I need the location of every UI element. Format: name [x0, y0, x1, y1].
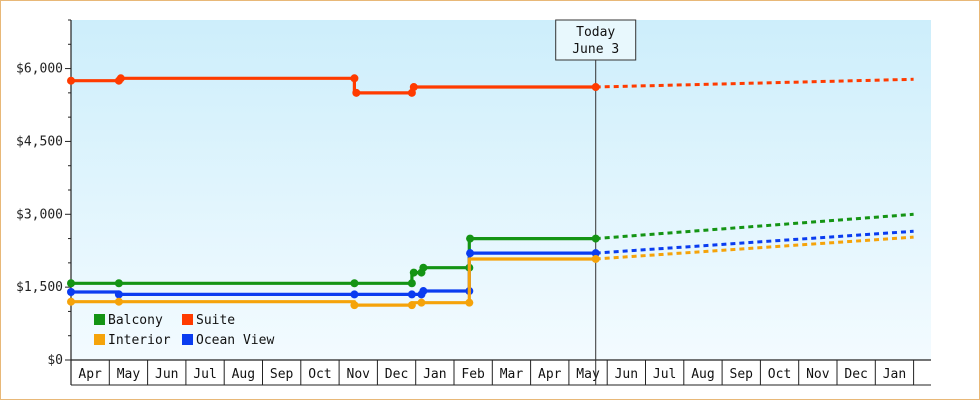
- month-label: Feb: [461, 367, 485, 382]
- data-point-balcony[interactable]: [350, 279, 359, 288]
- series-forecast-suite: [595, 77, 914, 89]
- data-point-suite[interactable]: [352, 88, 361, 97]
- month-label: Oct: [768, 367, 791, 382]
- series-forecast-interior: [595, 235, 914, 261]
- month-label: Jun: [615, 367, 638, 382]
- series-forecast-balcony: [595, 212, 914, 241]
- today-date: June 3: [572, 42, 619, 57]
- y-tick-label: $4,500: [16, 134, 63, 149]
- data-point-interior[interactable]: [114, 297, 123, 306]
- data-point-suite[interactable]: [591, 83, 600, 92]
- data-point-balcony[interactable]: [407, 279, 416, 288]
- data-point-interior[interactable]: [67, 297, 75, 306]
- data-point-balcony[interactable]: [466, 234, 475, 243]
- month-label: Sep: [270, 367, 294, 382]
- plot-area: [71, 20, 931, 360]
- data-point-interior[interactable]: [591, 254, 600, 263]
- month-label: Jun: [155, 367, 178, 382]
- month-label: Aug: [691, 367, 714, 382]
- month-label: Jul: [193, 367, 216, 382]
- month-label: Sep: [730, 367, 754, 382]
- legend-swatch-balcony: [94, 314, 105, 325]
- data-point-balcony[interactable]: [67, 279, 75, 288]
- month-label: Mar: [500, 367, 524, 382]
- data-point-ocean-view[interactable]: [419, 287, 428, 296]
- y-tick-label: $3,000: [16, 207, 63, 222]
- legend-label-balcony: Balcony: [108, 313, 163, 328]
- today-label: Today: [576, 25, 615, 40]
- data-point-interior[interactable]: [417, 298, 426, 307]
- data-point-interior[interactable]: [465, 298, 474, 307]
- month-label: Dec: [844, 367, 867, 382]
- y-tick-label: $0: [47, 353, 63, 368]
- data-point-balcony[interactable]: [114, 279, 123, 288]
- legend-swatch-suite: [182, 314, 193, 325]
- series-forecast-ocean-view: [595, 229, 914, 255]
- data-point-suite[interactable]: [409, 83, 418, 92]
- month-label: Jul: [653, 367, 676, 382]
- month-label: Nov: [806, 367, 830, 382]
- data-point-ocean-view[interactable]: [114, 290, 123, 299]
- data-point-interior[interactable]: [407, 301, 416, 310]
- legend-label-ocean-view: Ocean View: [196, 333, 274, 348]
- month-label: Jan: [883, 367, 906, 382]
- month-label: Apr: [78, 367, 102, 382]
- month-label: Apr: [538, 367, 562, 382]
- legend-swatch-interior: [94, 334, 105, 345]
- month-label: Oct: [308, 367, 331, 382]
- today-box: [555, 19, 637, 61]
- data-point-ocean-view[interactable]: [407, 290, 416, 299]
- legend-label-interior: Interior: [108, 333, 171, 348]
- month-label: May: [576, 367, 600, 382]
- data-point-suite[interactable]: [116, 74, 125, 83]
- y-tick-label: $6,000: [16, 62, 63, 77]
- month-label: May: [117, 367, 141, 382]
- month-label: Dec: [385, 367, 408, 382]
- month-label: Nov: [347, 367, 371, 382]
- legend-label-suite: Suite: [196, 313, 235, 328]
- month-label: Jan: [423, 367, 446, 382]
- data-point-suite[interactable]: [67, 76, 75, 85]
- data-point-ocean-view[interactable]: [350, 290, 359, 299]
- data-point-interior[interactable]: [350, 301, 359, 310]
- data-point-ocean-view[interactable]: [67, 288, 75, 296]
- data-point-ocean-view[interactable]: [591, 249, 600, 258]
- month-label: Aug: [232, 367, 255, 382]
- legend-swatch-ocean-view: [182, 334, 193, 345]
- data-point-balcony[interactable]: [419, 263, 428, 272]
- y-tick-label: $1,500: [16, 280, 63, 295]
- data-point-suite[interactable]: [350, 74, 359, 83]
- data-point-balcony[interactable]: [591, 234, 600, 243]
- data-point-balcony[interactable]: [409, 268, 418, 277]
- data-point-ocean-view[interactable]: [466, 249, 475, 258]
